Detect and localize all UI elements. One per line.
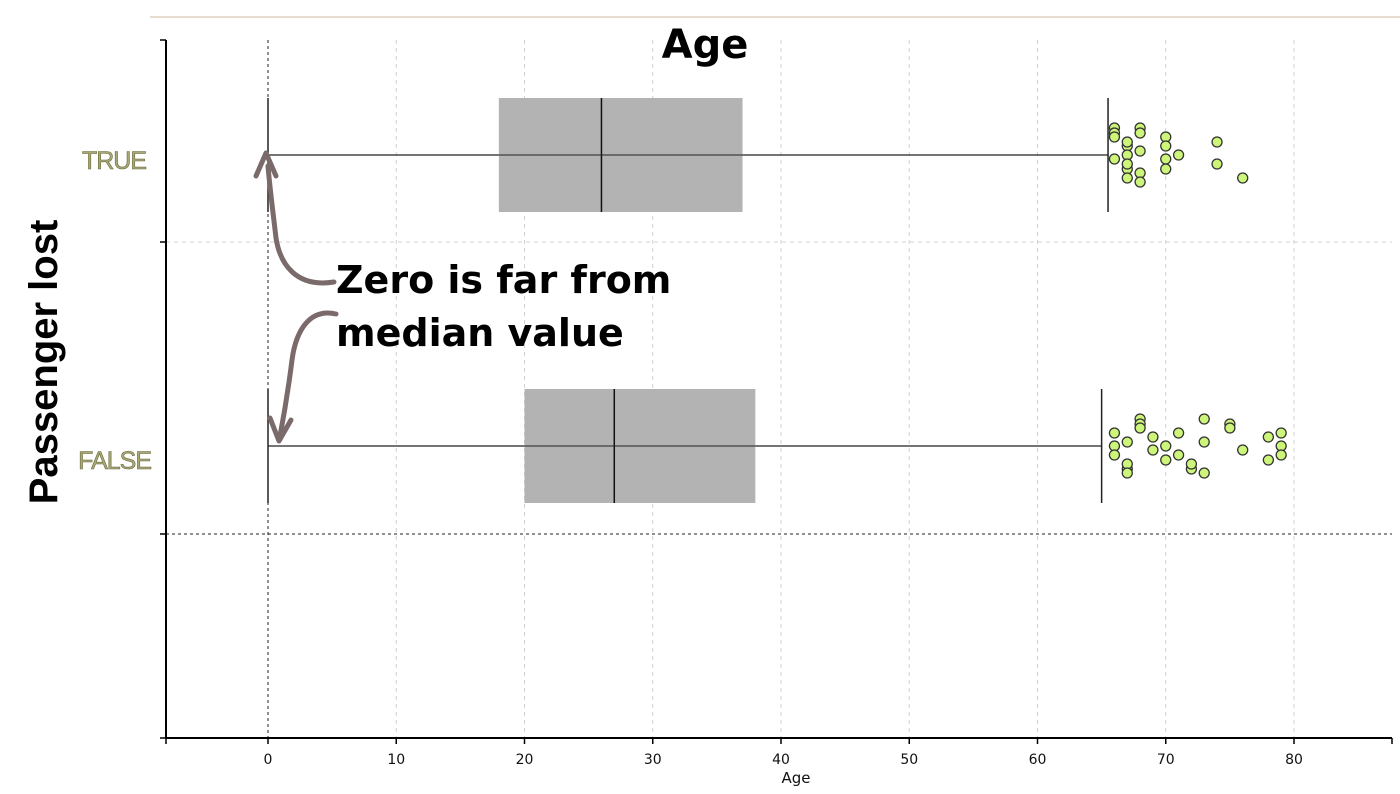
outlier-point — [1121, 158, 1133, 170]
outlier-point — [1108, 131, 1121, 143]
outlier-point — [1121, 436, 1133, 448]
outlier-point — [1262, 454, 1274, 466]
arrowhead-false — [267, 415, 294, 444]
outlier-point — [1108, 449, 1121, 461]
outlier-point — [1172, 449, 1185, 461]
outlier-point — [1160, 140, 1172, 152]
outlier-point — [1172, 149, 1185, 161]
x-tick-label: 0 — [264, 752, 273, 768]
x-tick-label: 30 — [644, 752, 662, 768]
outlier-point — [1198, 436, 1210, 448]
x-tick-label: 80 — [1285, 752, 1303, 768]
outlier-point — [1147, 444, 1159, 456]
box-group-true: TRUE — [82, 98, 1249, 212]
outlier-point — [1172, 427, 1185, 439]
outlier-point — [1134, 145, 1146, 157]
outlier-point — [1211, 136, 1223, 148]
annotation-line-1: Zero is far from — [336, 258, 671, 302]
category-label: TRUE — [82, 147, 146, 175]
arrow-to-true-zero — [265, 163, 337, 286]
category-label: FALSE — [78, 447, 151, 475]
outlier-point — [1198, 413, 1210, 425]
outlier-point — [1108, 427, 1121, 439]
outlier-point — [1134, 422, 1146, 434]
x-tick-label: 10 — [387, 752, 405, 768]
outlier-point — [1160, 153, 1172, 165]
outlier-point — [1134, 176, 1146, 188]
outlier-point — [1198, 467, 1210, 479]
outlier-point — [1160, 163, 1172, 175]
outlier-point — [1160, 454, 1172, 466]
y-axis-title: Passenger lost — [22, 220, 66, 505]
chart-title: Age — [662, 22, 749, 68]
outlier-point — [1224, 422, 1236, 434]
outlier-point — [1262, 431, 1274, 443]
outlier-point — [1134, 127, 1146, 139]
x-tick-label: 70 — [1157, 752, 1175, 768]
outlier-point — [1121, 136, 1133, 148]
x-tick-label: 40 — [772, 752, 790, 768]
outlier-point — [1275, 427, 1287, 439]
axes-layer: 0 10 20 30 40 50 60 70 80 — [160, 39, 1393, 768]
annotation-line-2: median value — [336, 311, 624, 355]
outlier-point — [1211, 158, 1223, 170]
box-group-false: FALSE — [78, 389, 1287, 503]
x-axis-title: Age — [781, 769, 810, 787]
outlier-point — [1185, 458, 1198, 470]
outlier-point — [1121, 467, 1133, 479]
boxes-layer: TRUE FALSE — [78, 98, 1287, 503]
outlier-point — [1121, 172, 1133, 184]
arrow-to-false-zero — [277, 310, 339, 439]
outlier-point — [1237, 172, 1249, 184]
arrowhead-true — [253, 150, 279, 179]
outlier-point — [1160, 440, 1172, 452]
grid-layer — [166, 40, 1392, 738]
outlier-point — [1237, 444, 1249, 456]
annotation-arrows — [253, 150, 339, 444]
x-tick-label: 60 — [1029, 752, 1047, 768]
outlier-point — [1147, 431, 1159, 443]
outlier-point — [1275, 449, 1287, 461]
x-tick-label: 20 — [516, 752, 534, 768]
x-tick-label: 50 — [900, 752, 918, 768]
outlier-point — [1108, 153, 1121, 165]
